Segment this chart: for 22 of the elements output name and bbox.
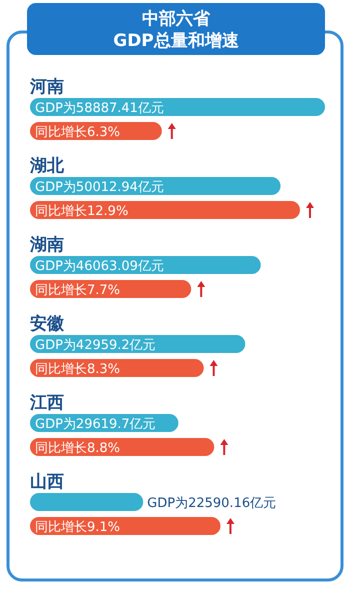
data-label: 同比增长8.8% (35, 441, 120, 456)
data-label: GDP为29619.7亿元 (35, 417, 156, 432)
y-tick-label: 山西 (30, 472, 64, 492)
y-tick-label: 江西 (29, 393, 64, 413)
data-label: 同比增长8.3% (35, 362, 120, 377)
chart-title: 中部六省 (142, 9, 211, 29)
y-tick-label: 湖南 (29, 235, 64, 255)
bar (30, 201, 300, 219)
data-label: GDP为50012.94亿元 (35, 180, 164, 195)
data-label: GDP为58887.41亿元 (35, 101, 164, 116)
data-label: GDP为46063.09亿元 (35, 259, 164, 274)
data-label: 同比增长7.7% (35, 283, 120, 298)
y-tick-label: 安徽 (30, 314, 65, 334)
y-tick-label: 湖北 (29, 156, 65, 176)
data-label: GDP为42959.2亿元 (35, 338, 156, 353)
bar (30, 493, 144, 511)
y-tick-label: 河南 (29, 77, 64, 97)
data-label: 同比增长6.3% (35, 125, 120, 140)
chart-subtitle: GDP总量和增速 (113, 31, 239, 51)
data-label: GDP为22590.16亿元 (147, 496, 276, 511)
data-label: 同比增长12.9% (35, 204, 128, 219)
data-label: 同比增长9.1% (35, 520, 120, 535)
